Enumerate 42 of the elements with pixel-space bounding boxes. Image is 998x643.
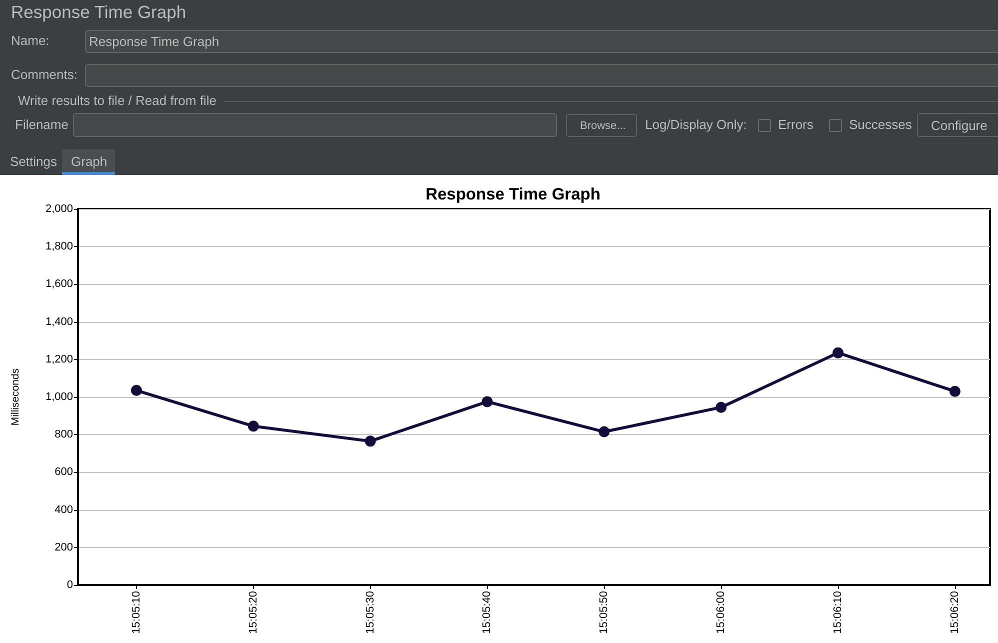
chart-title: Response Time Graph xyxy=(426,186,600,204)
point xyxy=(482,396,493,408)
text: Log/Display Only: xyxy=(645,117,747,133)
y-tick-label: 400 xyxy=(54,504,73,516)
y-tick-label: 1,200 xyxy=(45,353,73,366)
point xyxy=(130,384,142,396)
x-tick-label: 15:05:50 xyxy=(598,591,610,634)
text: Response Time Graph xyxy=(11,2,186,22)
point xyxy=(716,402,727,413)
point xyxy=(248,420,259,432)
text: Filename xyxy=(15,117,68,133)
text: Errors xyxy=(778,117,814,133)
point xyxy=(832,347,844,358)
x-tick-label: 15:06:00 xyxy=(715,591,728,634)
button: Configure xyxy=(917,113,998,137)
y-tick-label: 800 xyxy=(54,428,73,441)
x-tick-label: 15:05:30 xyxy=(364,591,376,634)
y-tick-label: 1,800 xyxy=(45,240,73,253)
y-tick-label: 1,000 xyxy=(45,391,73,403)
point xyxy=(598,426,610,438)
text: Successes xyxy=(849,117,912,133)
x-tick-label: 15:06:20 xyxy=(948,591,961,634)
text: Name: xyxy=(11,33,50,49)
point xyxy=(364,436,376,447)
y-tick-label: 0 xyxy=(66,579,73,591)
text: Response Time Graph xyxy=(89,34,220,50)
y-tick-label: 1,600 xyxy=(45,278,73,290)
text: Settings xyxy=(10,154,57,170)
x-tick-label: 15:05:20 xyxy=(247,591,260,634)
y-tick-label: 1,400 xyxy=(45,316,73,328)
x-tick-label: 15:05:40 xyxy=(481,591,494,634)
y-tick-label: 600 xyxy=(54,466,73,478)
x-tick-label: 15:06:10 xyxy=(832,591,844,634)
y-tick-label: 2,000 xyxy=(45,203,73,215)
y-axis-title: Milliseconds xyxy=(10,368,22,426)
x-tick-label: 15:05:10 xyxy=(130,591,142,634)
text: Graph xyxy=(71,154,108,170)
y-tick-label: 200 xyxy=(54,541,73,554)
text: Comments: xyxy=(11,67,78,83)
point xyxy=(949,386,960,397)
text: Write results to file / Read from file xyxy=(18,93,216,109)
button: Browse... xyxy=(566,114,637,137)
